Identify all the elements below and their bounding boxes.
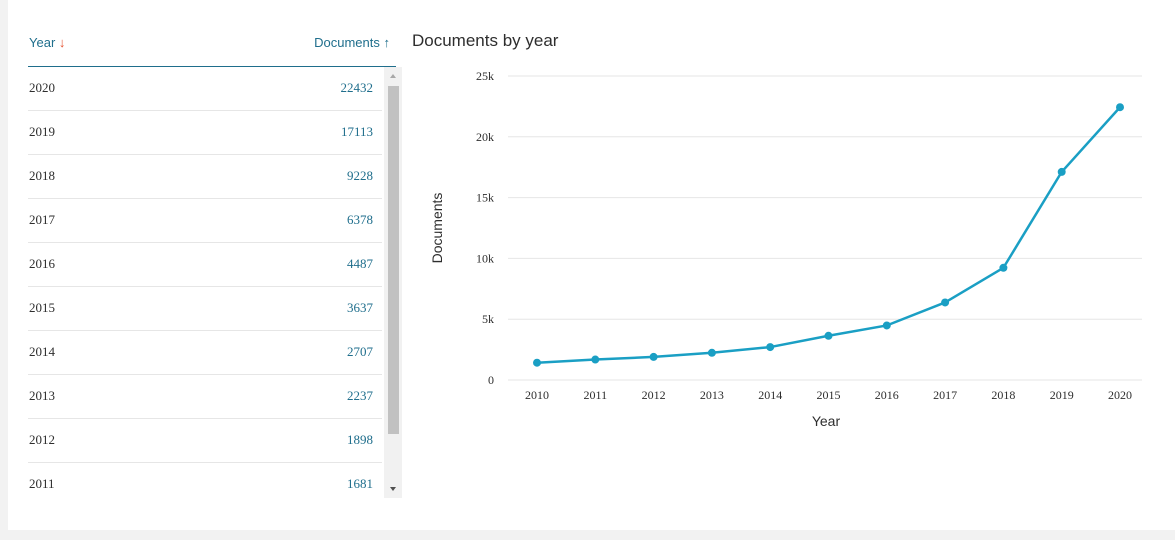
- scroll-thumb[interactable]: [388, 86, 399, 434]
- y-tick-label: 5k: [482, 312, 494, 326]
- x-tick-label: 2015: [817, 388, 841, 402]
- scroll-up-icon[interactable]: [384, 67, 402, 85]
- x-tick-label: 2013: [700, 388, 724, 402]
- data-point[interactable]: [824, 331, 833, 340]
- table-row: 2016 4487: [28, 243, 382, 287]
- year-header-label: Year: [29, 35, 56, 50]
- x-tick-label: 2019: [1050, 388, 1074, 402]
- x-tick-label: 2020: [1108, 388, 1132, 402]
- table-header: Year ↓ Documents ↑: [28, 34, 396, 67]
- row-year: 2016: [29, 256, 55, 271]
- sort-descending-icon: ↓: [58, 35, 66, 50]
- data-point[interactable]: [941, 298, 950, 307]
- row-documents[interactable]: 22432: [340, 80, 374, 95]
- data-point[interactable]: [1116, 103, 1124, 112]
- documents-sort-header[interactable]: Documents ↑: [314, 34, 390, 52]
- y-tick-label: 20k: [476, 130, 494, 144]
- y-tick-label: 0: [488, 373, 494, 387]
- x-tick-label: 2018: [991, 388, 1015, 402]
- documents-table: Year ↓ Documents ↑ 2020 22432 2019 17113 201…: [28, 0, 404, 498]
- table-row: 2017 6378: [28, 199, 382, 243]
- x-tick-label: 2012: [642, 388, 666, 402]
- table-row: 2011 1681: [28, 463, 382, 498]
- table-body: 2020 22432 2019 17113 2018 9228 2017 6378 2016 44…: [28, 67, 382, 498]
- row-year: 2012: [29, 432, 55, 447]
- row-year: 2020: [29, 80, 55, 95]
- data-point[interactable]: [707, 348, 716, 357]
- y-tick-label: 10k: [476, 251, 494, 265]
- row-year: 2018: [29, 168, 55, 183]
- y-tick-label: 25k: [476, 69, 494, 83]
- year-sort-header[interactable]: Year ↓: [29, 34, 65, 52]
- row-documents[interactable]: 4487: [347, 256, 373, 271]
- row-documents[interactable]: 1898: [347, 432, 373, 447]
- table-row: 2018 9228: [28, 155, 382, 199]
- x-tick-label: 2011: [584, 388, 608, 402]
- row-year: 2019: [29, 124, 55, 139]
- data-point[interactable]: [649, 352, 658, 361]
- row-documents[interactable]: 1681: [347, 476, 373, 491]
- row-year: 2011: [29, 476, 55, 491]
- table-row: 2013 2237: [28, 375, 382, 419]
- table-row: 2014 2707: [28, 331, 382, 375]
- series-line: [536, 106, 1121, 364]
- table-scrollbar[interactable]: [384, 67, 402, 498]
- row-documents[interactable]: 9228: [347, 168, 373, 183]
- table-row: 2019 17113: [28, 111, 382, 155]
- data-point[interactable]: [766, 343, 775, 352]
- row-documents[interactable]: 2237: [347, 388, 373, 403]
- documents-header-label: Documents: [314, 35, 380, 50]
- table-row: 2020 22432: [28, 67, 382, 111]
- data-point[interactable]: [1057, 167, 1066, 176]
- row-year: 2013: [29, 388, 55, 403]
- row-year: 2015: [29, 300, 55, 315]
- table-row: 2012 1898: [28, 419, 382, 463]
- row-documents[interactable]: 17113: [340, 124, 373, 139]
- data-point[interactable]: [882, 321, 891, 330]
- data-point[interactable]: [533, 358, 541, 367]
- x-tick-label: 2010: [525, 388, 549, 402]
- row-documents[interactable]: 6378: [347, 212, 373, 227]
- scroll-down-icon[interactable]: [384, 480, 402, 498]
- chart-title: Documents by year: [412, 31, 559, 50]
- x-tick-label: 2017: [933, 388, 957, 402]
- row-documents[interactable]: 3637: [347, 300, 373, 315]
- documents-by-year-panel: [8, 0, 1175, 530]
- y-tick-label: 15k: [476, 191, 494, 205]
- sort-ascending-icon: ↑: [383, 35, 391, 50]
- table-row: 2015 3637: [28, 287, 382, 331]
- x-tick-label: 2014: [758, 388, 782, 402]
- row-documents[interactable]: 2707: [347, 344, 373, 359]
- x-axis-label: Year: [812, 413, 841, 429]
- data-point[interactable]: [999, 263, 1008, 272]
- y-axis-label: Documents: [429, 193, 445, 264]
- row-year: 2014: [29, 344, 55, 359]
- x-tick-label: 2016: [875, 388, 899, 402]
- row-year: 2017: [29, 212, 55, 227]
- data-point[interactable]: [591, 355, 600, 364]
